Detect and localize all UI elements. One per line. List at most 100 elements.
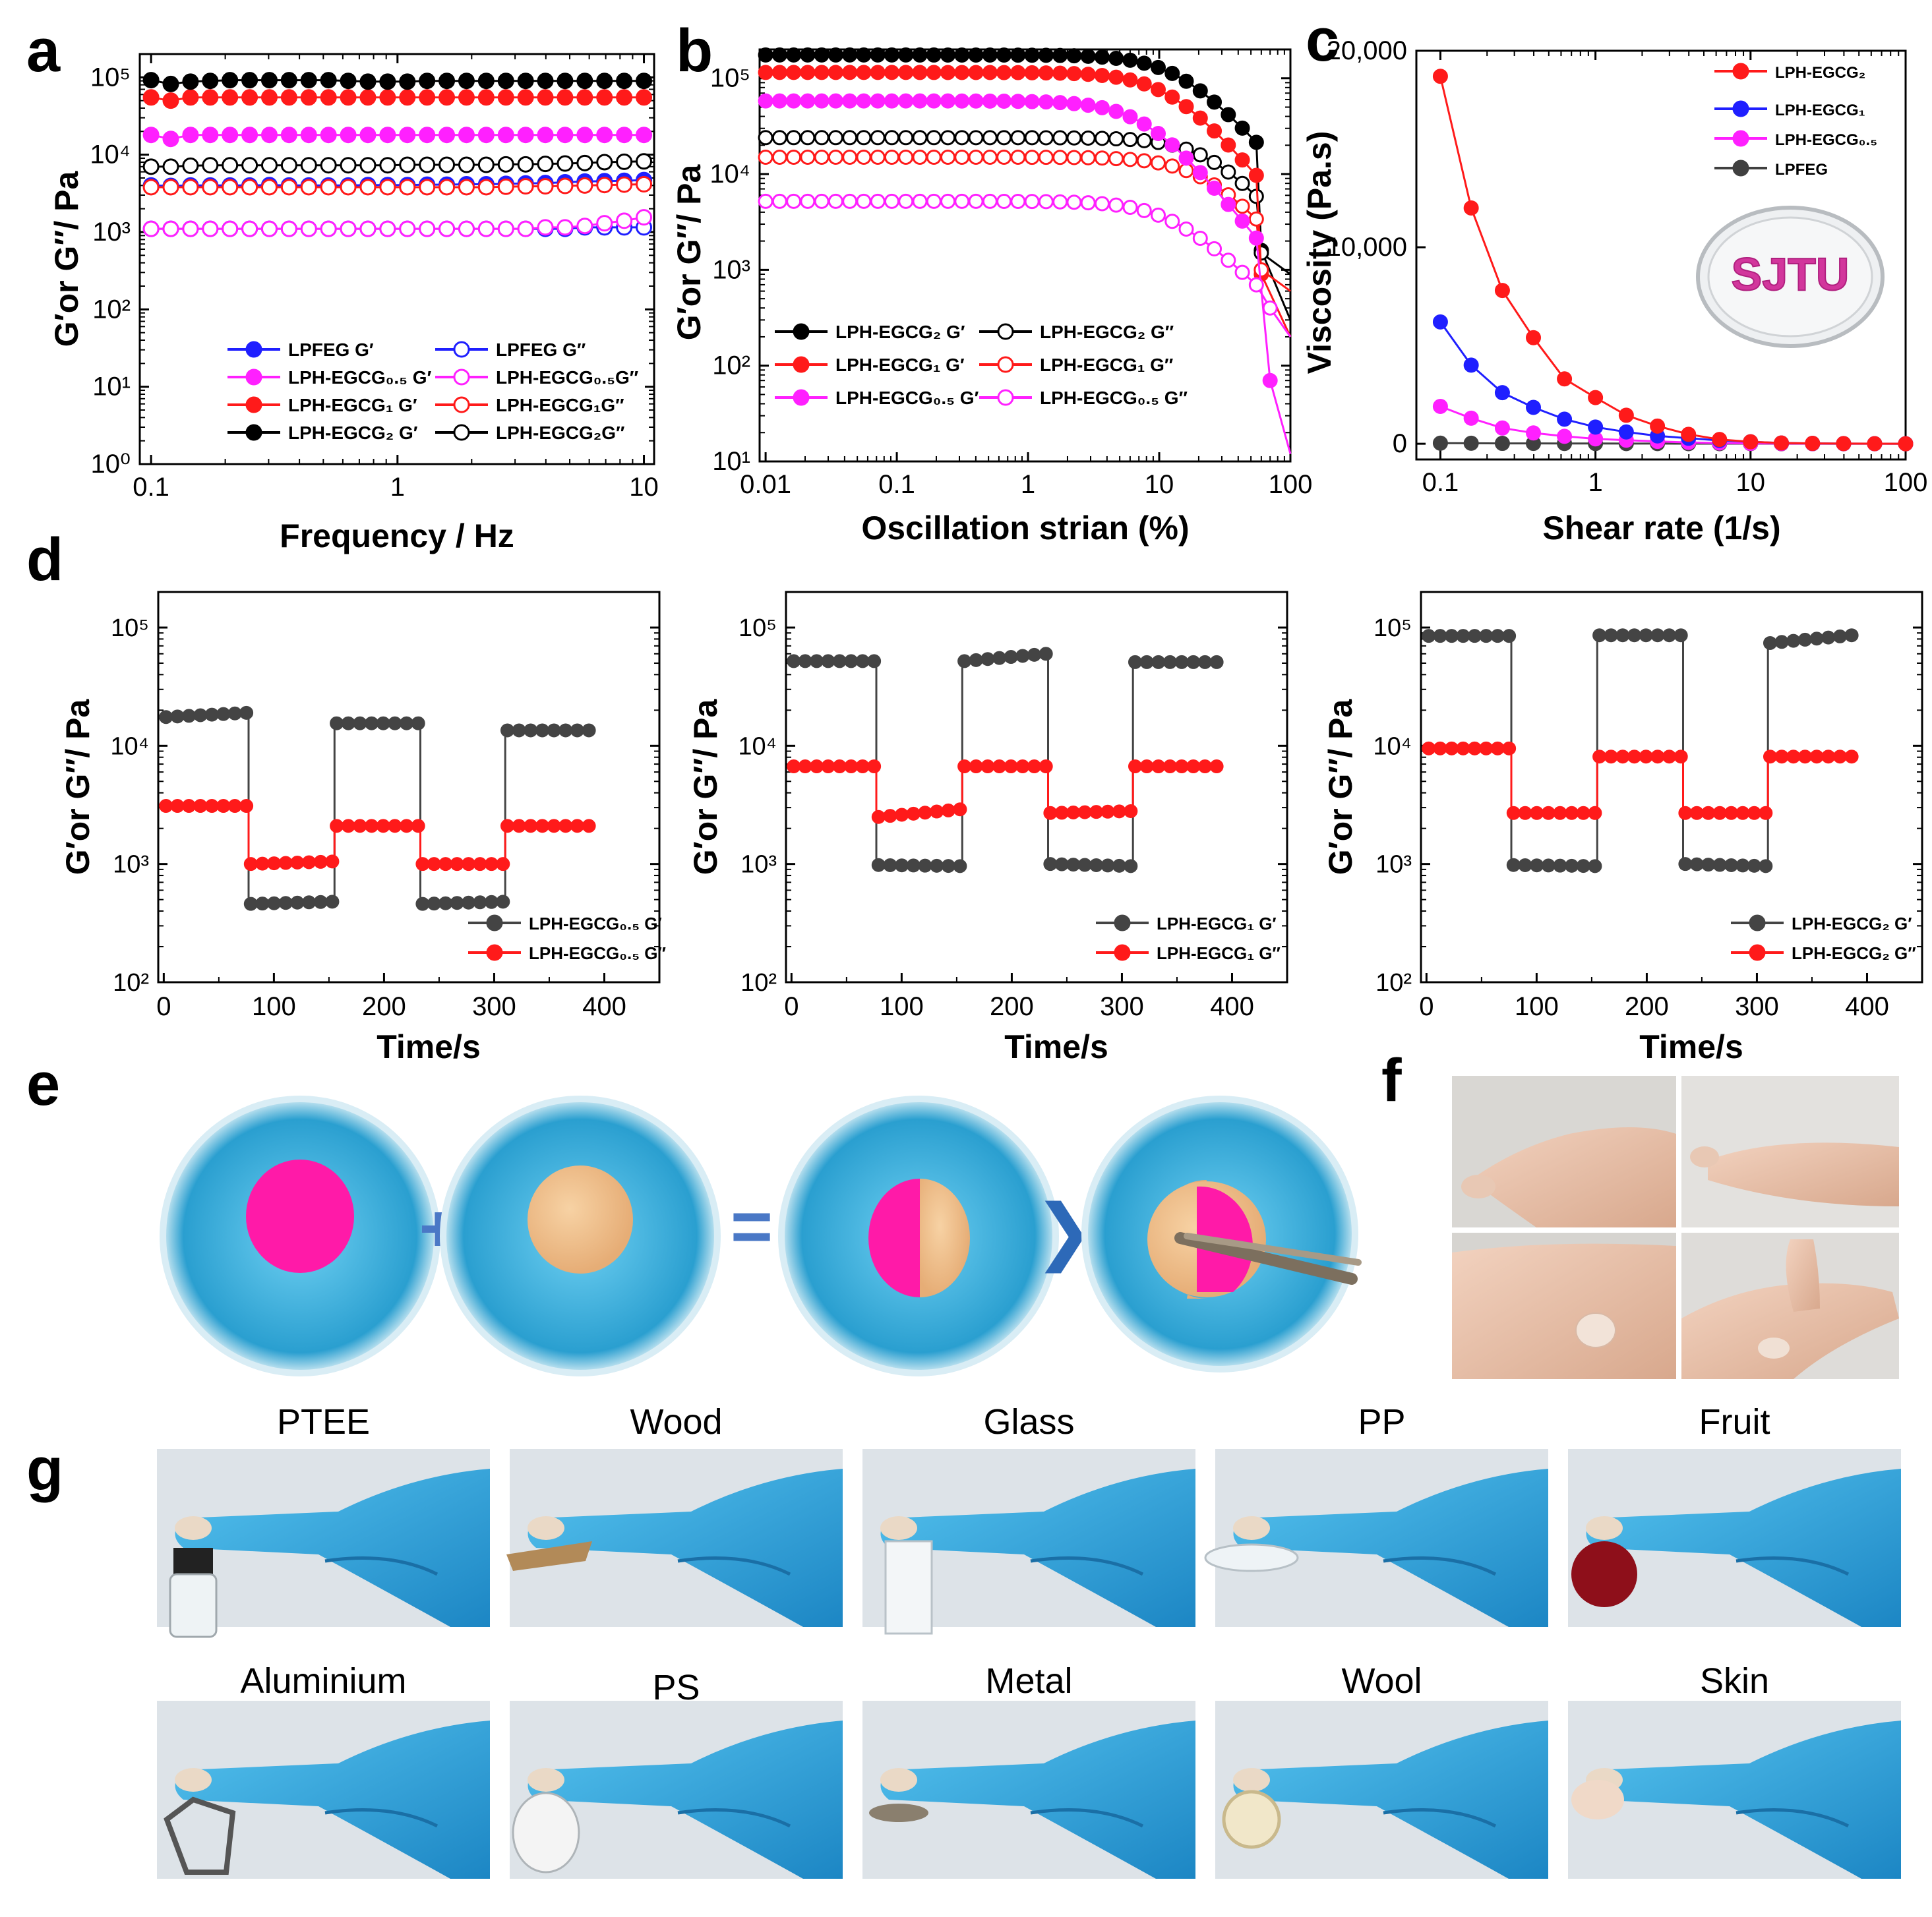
data-point	[1432, 314, 1448, 330]
data-point	[1747, 858, 1761, 873]
data-point	[898, 65, 914, 80]
glove-fold	[1030, 1808, 1144, 1828]
data-point	[856, 47, 872, 63]
data-point	[1039, 759, 1053, 774]
data-point	[1052, 65, 1068, 81]
data-point	[438, 73, 456, 90]
x-tick-label: 0.1	[133, 473, 169, 502]
petri-merged	[778, 1096, 1059, 1376]
data-point	[162, 179, 179, 196]
data-point	[159, 799, 173, 813]
glove-fold	[677, 1556, 791, 1576]
wooden-clip	[506, 1541, 592, 1571]
data-point	[1467, 629, 1482, 643]
data-point	[884, 65, 899, 80]
data-point	[912, 149, 928, 165]
legend-marker	[997, 356, 1014, 373]
data-point	[867, 759, 882, 774]
data-point	[954, 193, 970, 209]
data-point	[202, 220, 219, 237]
x-tick-label: 300	[472, 992, 516, 1021]
data-point	[1024, 94, 1040, 109]
legend-label: LPH-EGCG₂G″	[496, 423, 624, 443]
panel-label-f: f	[1381, 1047, 1402, 1114]
data-point	[558, 819, 573, 833]
petri-magenta	[160, 1096, 440, 1376]
data-point	[828, 193, 843, 209]
data-point	[1759, 859, 1773, 873]
data-point	[828, 65, 843, 80]
data-point	[941, 859, 955, 873]
data-point	[582, 723, 596, 738]
data-point	[458, 89, 475, 106]
data-point	[884, 47, 899, 63]
legend-marker	[453, 341, 470, 358]
series-line	[766, 156, 1291, 292]
data-point	[1010, 130, 1026, 146]
legend-label: LPH-EGCG₀.₅G″	[496, 367, 638, 388]
data-point	[222, 220, 239, 237]
data-point	[547, 723, 561, 738]
glove-fold	[324, 1808, 438, 1828]
data-point	[1248, 277, 1264, 293]
data-point	[953, 802, 967, 817]
data-point	[227, 706, 242, 721]
data-point	[1565, 858, 1579, 873]
data-point	[497, 73, 514, 90]
data-point	[1763, 635, 1777, 650]
y-tick-label: 10³	[92, 218, 131, 247]
data-point	[517, 156, 534, 173]
data-point	[1456, 629, 1470, 643]
chart-d1: 10² 10³ 10⁴ 10⁵ 0 100 200 300 400 G′or G″/ Pa Time…	[59, 591, 666, 1065]
data-point	[1234, 120, 1250, 136]
data-point	[1192, 83, 1208, 99]
data-point	[1015, 649, 1030, 663]
legend-label: LPH-EGCG₀.₅ G″	[1040, 388, 1188, 408]
sjtu-text: SJTU	[1732, 249, 1850, 300]
data-point	[280, 157, 297, 174]
data-point	[1054, 806, 1069, 820]
data-point	[758, 93, 773, 109]
data-point	[320, 220, 337, 237]
data-point	[582, 819, 596, 833]
data-point	[867, 654, 882, 668]
data-point	[227, 799, 242, 813]
data-point	[895, 858, 909, 873]
data-point	[771, 47, 787, 63]
caption-wood: Wood	[630, 1402, 722, 1442]
glove-fold	[677, 1808, 791, 1828]
data-point	[243, 857, 258, 871]
legend-label: LPH-EGCG₂ G″	[1792, 943, 1916, 963]
glove-fold	[1736, 1556, 1850, 1576]
data-point	[1553, 858, 1567, 873]
data-point	[1164, 89, 1180, 105]
data-point	[954, 93, 970, 109]
data-point	[1712, 806, 1727, 820]
data-point	[204, 799, 219, 813]
data-point	[596, 154, 613, 171]
data-point	[856, 130, 872, 146]
data-point	[243, 897, 258, 911]
data-point	[325, 854, 340, 869]
data-point	[954, 47, 970, 63]
data-point	[1066, 150, 1082, 165]
data-point	[1836, 436, 1852, 452]
glove-shape	[175, 1721, 490, 1879]
data-point	[1604, 628, 1618, 643]
x-axis-label: Time/s	[1639, 1028, 1743, 1065]
adhesive-gel	[175, 1516, 212, 1540]
data-point	[162, 92, 179, 109]
data-point	[1221, 196, 1236, 212]
metal-coin	[869, 1804, 928, 1822]
glove-shape	[175, 1469, 490, 1627]
data-point	[800, 65, 816, 80]
data-point	[450, 896, 464, 910]
data-point	[1615, 750, 1630, 764]
data-point	[596, 127, 613, 144]
data-point	[388, 819, 402, 833]
data-point	[1197, 655, 1212, 669]
data-point	[547, 819, 561, 833]
plot-frame	[758, 48, 1292, 463]
data-point	[1024, 150, 1040, 165]
data-point	[557, 127, 574, 144]
